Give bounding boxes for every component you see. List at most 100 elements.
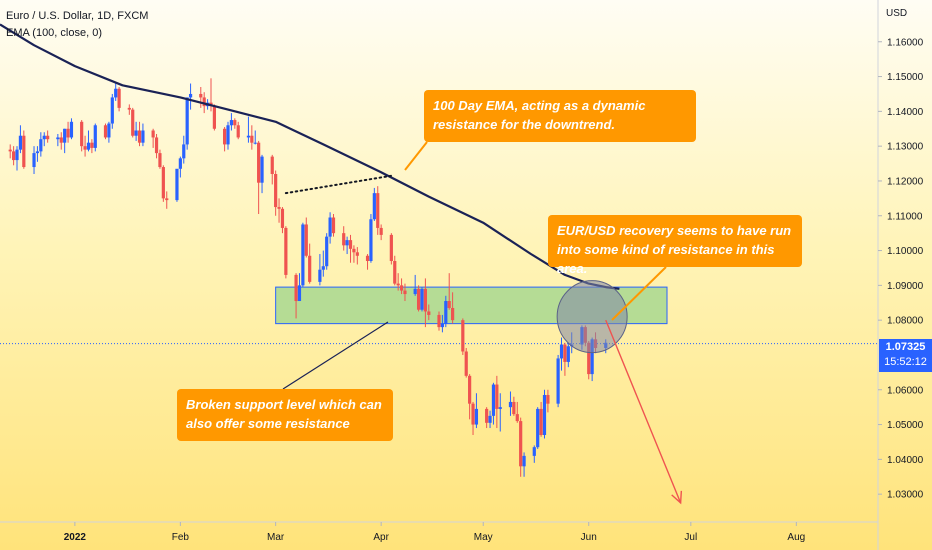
candle-body (403, 290, 407, 295)
recovery-callout[interactable]: EUR/USD recovery seems to have run into … (548, 215, 802, 276)
candle-up (226, 121, 230, 150)
candle-up (372, 187, 376, 221)
candle-body (399, 285, 404, 291)
candle-body (536, 408, 540, 448)
candle-body (485, 408, 489, 423)
y-tick-label: 1.11000 (887, 211, 923, 222)
candle-down (12, 146, 16, 166)
candle-body (321, 266, 325, 270)
candle-down (437, 311, 441, 331)
candle-up (474, 393, 479, 429)
candle-down (199, 87, 203, 108)
candle-down (399, 278, 404, 295)
candle-body (114, 88, 118, 98)
candle-down (127, 104, 131, 115)
candle-down (270, 154, 274, 185)
candle-body (587, 342, 591, 375)
candle-up (175, 168, 179, 202)
ema-callout[interactable]: 100 Day EMA, acting as a dynamic resista… (424, 90, 696, 142)
candle-body (236, 125, 240, 138)
candle-body (451, 307, 455, 321)
y-tick-label: 1.15000 (887, 72, 924, 83)
candle-body (328, 217, 332, 237)
candle-body (444, 301, 448, 324)
candle-body (566, 346, 570, 362)
candle-down (515, 401, 519, 423)
y-tick-label: 1.13000 (887, 142, 924, 153)
recovery-callout-text: EUR/USD recovery seems to have run into … (557, 223, 792, 276)
candle-down (308, 243, 312, 284)
candle-body (491, 384, 496, 416)
candle-down (131, 107, 135, 138)
x-tick-label: Mar (267, 532, 285, 543)
ema-callout-pointer (404, 141, 428, 171)
candle-body (468, 375, 472, 404)
candle-up (110, 93, 114, 129)
candle-down (83, 135, 87, 157)
candle-down (212, 104, 216, 131)
candle-up (369, 214, 373, 263)
candle-body (178, 158, 182, 169)
support-callout[interactable]: Broken support level which can also offe… (177, 389, 393, 441)
dotted-trendline (284, 174, 393, 195)
candle-up (69, 118, 74, 140)
candle-body (253, 142, 257, 144)
candle-body (257, 142, 261, 183)
candle-up (42, 132, 46, 147)
candle-down (464, 348, 468, 378)
candle-body (8, 149, 12, 152)
candle-body (39, 139, 43, 152)
candle-body (202, 97, 206, 107)
candle-up (498, 393, 502, 432)
candle-body (413, 288, 417, 295)
ema-callout-text: 100 Day EMA, acting as a dynamic resista… (433, 98, 646, 132)
currency-label: USD (886, 8, 907, 19)
candle-down (46, 130, 50, 143)
last-price-value: 1.07325 (885, 341, 926, 353)
y-tick-label: 1.06000 (887, 385, 924, 396)
candle-down (396, 273, 400, 291)
y-tick-label: 1.03000 (887, 490, 924, 501)
candle-down (257, 140, 261, 215)
candle-body (512, 401, 516, 415)
candle-body (250, 135, 254, 143)
candle-body (246, 135, 251, 138)
candle-body (80, 121, 84, 147)
candle-down (563, 342, 567, 376)
candle-body (495, 384, 499, 409)
candle-down (165, 191, 169, 209)
candle-body (345, 240, 349, 246)
x-tick-label: Aug (787, 532, 805, 543)
candle-up (63, 128, 67, 154)
candle-body (532, 447, 536, 456)
candle-up (297, 273, 302, 302)
candle-body (297, 285, 302, 302)
candle-down (80, 120, 84, 152)
symbol-title[interactable]: Euro / U.S. Dollar, 1D, FXCM (6, 10, 149, 22)
candle-up (178, 156, 182, 178)
candle-up (491, 382, 496, 425)
x-tick-label: Jul (684, 532, 697, 543)
candle-body (437, 314, 441, 328)
candle-body (233, 120, 237, 126)
candle-down (284, 226, 288, 279)
indicator-label[interactable]: EMA (100, close, 0) (6, 27, 102, 39)
y-tick-label: 1.09000 (887, 281, 924, 292)
candle-body (474, 408, 479, 425)
candle-down (223, 127, 227, 152)
candle-down (294, 273, 298, 319)
candle-body (423, 288, 427, 312)
candle-body (141, 130, 145, 143)
candle-up (141, 123, 145, 147)
y-tick-label: 1.10000 (887, 246, 924, 257)
candle-body (508, 401, 513, 408)
x-tick-label: Feb (172, 532, 190, 543)
projection-arrow-line (605, 319, 682, 504)
candle-body (461, 320, 465, 352)
last-price-tag[interactable]: 1.07325 15:52:12 (879, 339, 932, 372)
candle-body (229, 120, 234, 126)
candle-body (304, 224, 308, 256)
x-tick-label: Apr (373, 532, 389, 543)
